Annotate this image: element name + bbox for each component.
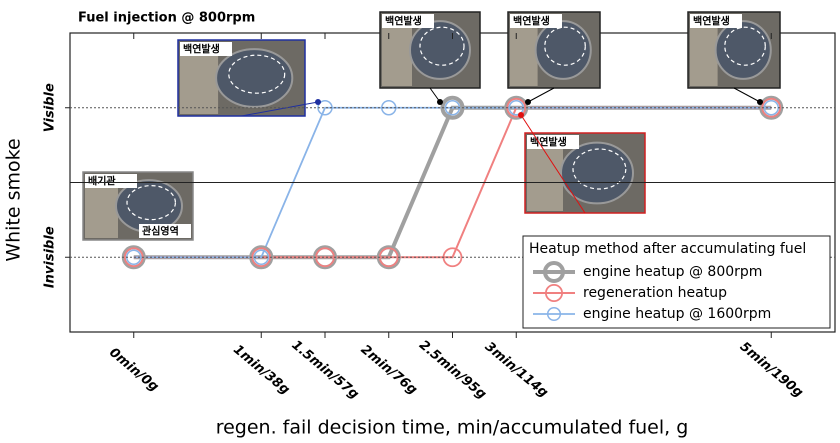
legend-marker bbox=[546, 306, 562, 322]
inset-pointer-dot bbox=[757, 99, 763, 105]
x-axis-label: regen. fail decision time, min/accumulat… bbox=[216, 417, 689, 439]
inset-pointer bbox=[241, 101, 319, 117]
inset-roi bbox=[419, 26, 465, 66]
inset-label: 백연발생 bbox=[530, 136, 567, 149]
inset-label: 백연발생 bbox=[513, 15, 550, 28]
inset-label-bg bbox=[85, 174, 137, 188]
inset-label-bg bbox=[527, 135, 579, 149]
legend-label: engine heatup @ 800rpm bbox=[583, 264, 762, 280]
inset-pipe bbox=[560, 141, 634, 205]
inset-pointer bbox=[527, 87, 555, 103]
chart-title: Fuel injection @ 800rpm bbox=[78, 11, 255, 26]
x-tick-label: 0min/0g bbox=[106, 345, 161, 395]
inset-roi bbox=[126, 185, 177, 221]
inset-label: 백연발생 bbox=[183, 43, 220, 56]
inset-roi bbox=[228, 54, 286, 94]
y-tick-label: Invisible bbox=[43, 226, 58, 288]
x-tick-label: 2.5min/95g bbox=[416, 338, 489, 402]
inset-label: 배기관 bbox=[88, 175, 116, 188]
inset-label: 관심영역 bbox=[142, 225, 179, 238]
legend-label: engine heatup @ 1600rpm bbox=[583, 306, 771, 322]
inset-label-bg bbox=[180, 42, 232, 56]
legend-marker bbox=[545, 283, 564, 302]
inset-label-bg bbox=[382, 14, 434, 28]
inset-pipe bbox=[714, 20, 772, 80]
inset-roi bbox=[544, 26, 586, 66]
inset-pointer-dot bbox=[525, 99, 531, 105]
x-tick-label: 2min/76g bbox=[358, 342, 420, 397]
inset-pointer bbox=[520, 114, 586, 214]
inset-label: 백연발생 bbox=[385, 15, 422, 28]
legend-box bbox=[522, 235, 831, 329]
x-tick-label: 3min/114g bbox=[482, 339, 551, 400]
inset-pipe bbox=[409, 20, 471, 80]
series-marker bbox=[759, 95, 784, 120]
x-tick-label: 5min/190g bbox=[737, 339, 806, 400]
inset-label: 백연발생 bbox=[693, 15, 730, 28]
y-tick-label: Visible bbox=[43, 83, 58, 132]
y-axis-label: White smoke bbox=[3, 138, 25, 261]
inset-roi bbox=[724, 26, 766, 66]
legend-title: Heatup method after accumulating fuel bbox=[529, 241, 806, 257]
inset-label-bg bbox=[690, 14, 742, 28]
legend-marker bbox=[543, 261, 565, 283]
x-tick-label: 1min/38g bbox=[230, 342, 292, 397]
legend-label: regeneration heatup bbox=[583, 285, 727, 301]
inset-pointer-dot bbox=[518, 112, 524, 118]
inset-pipe bbox=[534, 20, 592, 80]
series-line bbox=[133, 106, 772, 259]
inset-pipe bbox=[215, 48, 294, 108]
inset-pointer-dot bbox=[315, 99, 321, 105]
inset-label-bg bbox=[139, 224, 191, 238]
inset-label-bg bbox=[510, 14, 562, 28]
inset-pointer bbox=[733, 87, 761, 103]
x-tick-label: 1.5min/57g bbox=[289, 338, 362, 402]
inset-pointer-dot bbox=[437, 99, 443, 105]
inset-roi bbox=[572, 148, 627, 190]
